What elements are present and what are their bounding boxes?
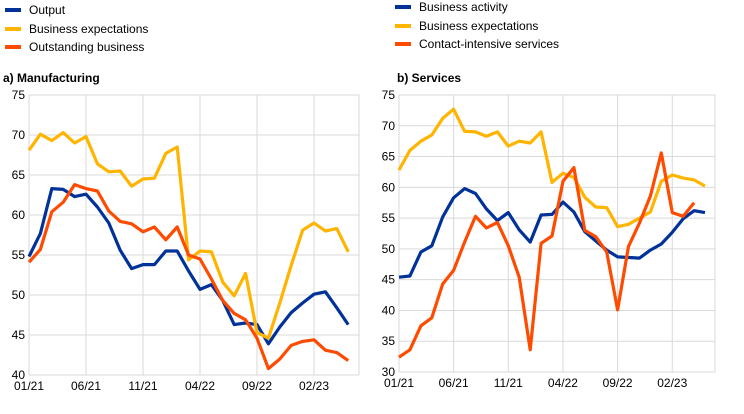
legend-item-business-activity: Business activity [395, 0, 559, 17]
x-tick-label: 01/21 [14, 379, 44, 393]
legend-item-outstanding-business: Outstanding business [5, 38, 148, 57]
series-line-output [27, 187, 350, 346]
y-tick-label: 65 [382, 150, 396, 164]
y-tick-label: 30 [382, 365, 396, 379]
panel-title-services: b) Services [397, 71, 462, 85]
x-tick-label: 11/21 [494, 376, 523, 390]
legend-label: Output [29, 3, 66, 18]
x-tick-label: 09/22 [603, 376, 633, 390]
y-tick-label: 75 [12, 88, 26, 102]
x-tick-label: 04/22 [185, 379, 215, 393]
series-line-contact-intensive-services [398, 151, 696, 359]
x-tick-label: 01/21 [384, 376, 414, 390]
series-line-outstanding-business [27, 183, 350, 371]
x-tick-label: 06/21 [439, 376, 469, 390]
legend-item-business-expectations: Business expectations [5, 20, 148, 39]
series-line-business-expectations [27, 131, 350, 340]
y-tick-label: 55 [12, 248, 26, 262]
y-tick-label: 45 [12, 328, 26, 342]
y-tick-label: 65 [12, 168, 26, 182]
y-tick-label: 35 [382, 334, 396, 348]
y-tick-label: 50 [12, 288, 26, 302]
panel-0: 40 45 50 55 60 65 70 75 01/21 06/21 11/21 04/22 09/2… [12, 88, 360, 393]
y-tick-label: 70 [12, 128, 26, 142]
legend-label: Business expectations [419, 18, 539, 33]
panel-1: 30 35 40 45 50 55 60 65 70 75 01/21 06/21 11/21 04/22… [382, 88, 716, 390]
legend-item-output: Output [5, 1, 148, 20]
y-tick-label: 50 [382, 242, 396, 256]
y-tick-label: 40 [12, 368, 26, 382]
y-tick-label: 60 [382, 180, 396, 194]
legend-label: Business expectations [29, 21, 149, 36]
x-tick-label: 02/23 [657, 376, 687, 390]
x-tick-label: 11/21 [128, 379, 157, 393]
legend-label: Contact-intensive services [419, 37, 560, 52]
x-tick-label: 06/21 [71, 379, 101, 393]
panel-title-manufacturing: a) Manufacturing [3, 71, 100, 85]
y-tick-label: 40 [382, 303, 396, 317]
y-tick-label: 75 [382, 88, 396, 102]
y-tick-label: 55 [382, 211, 396, 225]
legend-item-contact-intensive: Contact-intensive services [395, 35, 559, 54]
x-tick-label: 04/22 [548, 376, 578, 390]
legend-item-business-expectations: Business expectations [395, 17, 559, 36]
x-tick-label: 02/23 [299, 379, 329, 393]
y-tick-label: 70 [382, 119, 396, 133]
y-tick-label: 45 [382, 273, 396, 287]
legend-label: Outstanding business [29, 40, 145, 55]
legend-label: Business activity [419, 0, 508, 15]
legend-manufacturing: Output Business expectations Outstanding… [5, 1, 148, 57]
series-line-business-activity [398, 187, 706, 279]
x-tick-label: 09/22 [242, 379, 272, 393]
y-tick-label: 60 [12, 208, 26, 222]
legend-services: Business activity Business expectations … [395, 0, 559, 54]
series-line-business-expectations [397, 107, 706, 229]
